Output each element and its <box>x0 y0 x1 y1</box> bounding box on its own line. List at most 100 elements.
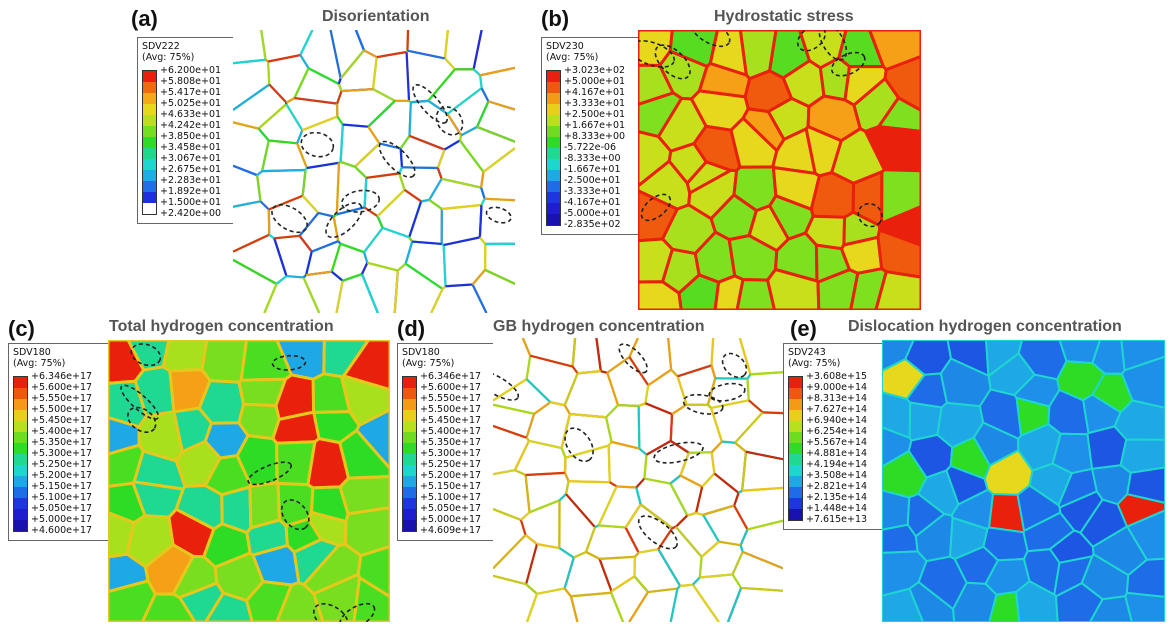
grain-boundary <box>441 242 445 247</box>
grain-boundary <box>669 588 679 622</box>
color-legend: SDV180 (Avg: 75%) +6.346e+17 +5.600e+17 +5.5… <box>8 343 110 541</box>
grain-boundary <box>268 139 298 145</box>
grain-boundary <box>599 555 635 560</box>
panel-title: Dislocation hydrogen concentration <box>848 318 1122 335</box>
grain-boundary <box>639 503 673 529</box>
grain-boundary <box>268 83 288 104</box>
legend-value: +5.000e+17 <box>31 514 93 525</box>
grain-boundary <box>692 576 701 586</box>
grain-boundary <box>482 147 515 173</box>
legend-swatch <box>143 93 156 104</box>
grain-boundary <box>637 405 641 449</box>
legend-swatch <box>403 476 416 487</box>
grain-boundary <box>748 399 764 414</box>
grain-boundary <box>304 167 308 171</box>
legend-value: +2.675e+01 <box>160 164 222 175</box>
legend-average: (Avg: 75%) <box>142 52 195 63</box>
dislocation-hydrogen-map <box>882 340 1165 622</box>
grain-boundary <box>296 142 308 169</box>
grain-boundary <box>446 87 483 115</box>
grain-boundary <box>550 401 565 407</box>
grain-boundary <box>699 573 733 579</box>
grain-boundary <box>306 161 340 170</box>
grain-boundary <box>268 233 275 240</box>
legend-value: -2.835e+02 <box>564 219 621 230</box>
legend-swatch <box>14 520 27 531</box>
grain-boundary <box>342 123 369 128</box>
grain <box>352 575 390 622</box>
grain-boundary <box>398 166 403 174</box>
legend-swatch <box>789 487 802 498</box>
grain-boundary <box>367 126 381 145</box>
legend-value: +2.135e+14 <box>806 492 868 503</box>
grain-boundary <box>404 241 414 265</box>
legend-swatch <box>14 454 27 465</box>
grain-boundary <box>635 487 642 505</box>
grain-boundary <box>738 489 743 494</box>
grain-boundary <box>563 472 570 482</box>
legend-value: +5.600e+17 <box>31 382 93 393</box>
grain-boundary <box>475 100 490 128</box>
grain-boundary <box>354 30 366 51</box>
legend-swatch <box>403 520 416 531</box>
panel-title: GB hydrogen concentration <box>493 318 705 335</box>
panel-letter: (a) <box>131 6 158 31</box>
highlight-ellipse <box>435 106 464 136</box>
grain-boundary <box>533 401 551 415</box>
legend-value: +4.242e+01 <box>160 120 222 131</box>
grain-boundary <box>363 227 384 253</box>
color-legend: SDV243 (Avg: 75%) +3.608e+15 +9.000e+14 +8.3… <box>783 343 885 530</box>
legend-value: +5.417e+01 <box>160 87 222 98</box>
grain-boundary <box>698 556 703 578</box>
grain-boundary <box>266 61 271 85</box>
grain-boundary <box>442 245 447 287</box>
grain-boundary <box>739 529 749 546</box>
legend-swatch <box>547 126 560 137</box>
legend-swatch <box>547 71 560 82</box>
grain-boundary <box>484 268 515 285</box>
grain-boundary <box>441 285 447 290</box>
grain-boundary <box>427 99 449 115</box>
grain-boundary <box>742 486 783 492</box>
legend-value: +9.000e+14 <box>806 382 868 393</box>
grain-boundary <box>376 189 406 217</box>
grain-boundary <box>336 90 343 104</box>
highlight-ellipse <box>339 602 376 622</box>
grain-boundary <box>479 75 483 89</box>
legend-swatch <box>143 71 156 82</box>
legend-variable: SDV180 <box>13 347 51 358</box>
grain-boundary <box>701 472 716 488</box>
grain-boundary <box>521 338 532 357</box>
grain <box>338 475 390 516</box>
legend-swatch <box>789 465 802 476</box>
grain-boundary <box>480 198 486 206</box>
gb-hydrogen-map <box>493 338 783 622</box>
legend-value: +6.254e+14 <box>806 426 868 437</box>
grain-boundary <box>609 481 618 488</box>
legend-color-bar <box>13 376 28 532</box>
panel-title: Disorientation <box>322 8 430 25</box>
grain-boundary <box>354 165 368 179</box>
grain-boundary <box>267 54 301 63</box>
legend-swatch <box>403 410 416 421</box>
grain-boundary <box>472 68 481 77</box>
grain-boundary <box>638 447 648 456</box>
grain-boundary <box>308 67 340 85</box>
grain-boundary <box>408 200 423 238</box>
legend-value: +1.892e+01 <box>160 186 222 197</box>
highlight-ellipse <box>653 441 704 464</box>
legend-value: +4.194e+14 <box>806 459 868 470</box>
legend-swatch <box>143 126 156 137</box>
legend-value: +6.940e+14 <box>806 415 868 426</box>
legend-swatch <box>403 377 416 388</box>
grain-boundary <box>746 373 752 380</box>
legend-value: +5.250e+17 <box>420 459 482 470</box>
grain-boundary <box>563 587 572 597</box>
legend-value: +5.150e+17 <box>420 481 482 492</box>
legend-swatch <box>403 399 416 410</box>
grain-boundary <box>563 404 571 415</box>
grain-boundary <box>733 505 749 530</box>
grain-boundary <box>329 30 342 79</box>
grain-boundary <box>458 135 463 141</box>
grain-boundary <box>493 534 527 570</box>
